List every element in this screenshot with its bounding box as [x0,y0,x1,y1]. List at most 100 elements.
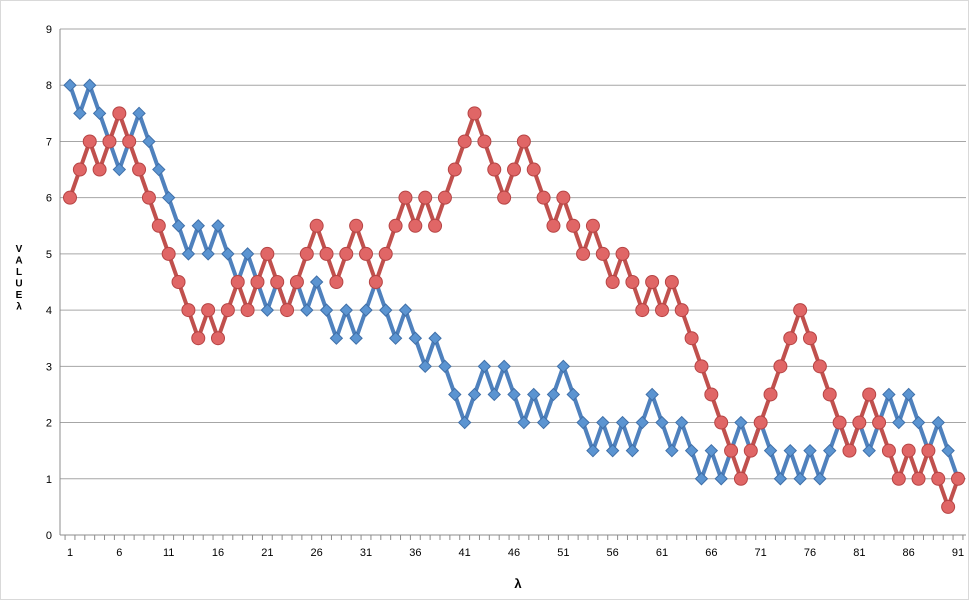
y-title-letter: V [16,244,23,255]
data-point [122,134,137,149]
data-point [675,415,689,430]
data-point [684,443,699,458]
data-point [517,415,531,430]
data-point [497,359,511,374]
data-point [655,303,669,318]
data-point [438,359,452,374]
data-point [635,303,650,318]
data-point [220,303,235,318]
data-point [448,387,462,402]
x-tick-label: 41 [459,547,471,559]
data-point [161,246,176,261]
data-point [359,303,373,317]
data-point [911,471,926,486]
data-point [408,218,423,233]
y-tick-labels: 0 1 2 3 4 5 6 7 8 9 [46,24,52,542]
data-point [230,275,245,289]
x-tick-label: 71 [755,547,767,559]
data-point [881,443,896,458]
data-point [823,443,837,458]
x-tick-label: 21 [261,547,273,559]
data-point [813,472,827,486]
data-point [665,443,679,458]
data-point [63,190,77,205]
data-point [832,415,847,430]
data-point [299,246,314,261]
data-point [112,162,127,177]
data-point [368,275,383,289]
data-point [240,247,255,261]
x-tick-label: 66 [705,547,717,559]
data-point [546,218,561,233]
x-tick-labels: 1 6 11 16 21 26 31 36 41 46 51 56 61 66 71 76 81 86 91 [67,547,964,559]
data-point [112,106,127,121]
x-tick-label: 1 [67,547,73,559]
data-point [585,218,600,233]
data-point [309,218,324,233]
data-point [171,275,186,289]
data-point [388,218,403,233]
x-tick-label: 61 [656,547,668,559]
series-line [68,83,960,481]
data-point [437,190,452,205]
data-point [862,443,876,458]
data-point [428,218,443,233]
data-point [714,472,728,486]
data-point [191,331,206,346]
data-point [280,303,295,318]
data-point [250,275,265,289]
data-point [536,190,551,205]
y-title-letter: L [16,267,22,278]
data-point [477,134,492,149]
data-point [467,106,482,121]
data-point [852,415,867,430]
data-point [793,303,808,318]
data-point [152,162,166,177]
data-point [379,303,393,317]
y-tick-label: 4 [46,305,52,317]
data-point [842,443,857,458]
data-point [270,275,285,289]
data-point [201,303,216,318]
data-point [221,247,235,261]
data-point [359,246,373,261]
data-point [822,387,837,402]
data-point [63,78,77,92]
series-2 [63,106,965,514]
x-tick-label: 26 [311,547,323,559]
data-point [339,246,354,261]
data-point [132,106,146,121]
y-tick-label: 9 [46,24,52,36]
x-tick-label: 16 [212,547,224,559]
data-point [882,387,896,402]
data-point [901,387,916,402]
data-point [457,134,472,149]
data-point [497,190,512,205]
data-point [763,387,778,402]
y-tick-label: 7 [46,136,52,148]
data-point [349,218,364,233]
data-point [694,359,709,374]
x-tick-label: 81 [853,547,865,559]
data-point [566,218,581,233]
data-point [941,499,956,514]
data-point [191,219,205,233]
data-point [724,443,739,458]
data-point [92,162,107,177]
data-point [211,331,225,346]
data-point [477,359,492,374]
data-point [595,246,610,261]
y-tick-label: 3 [46,361,52,373]
data-point [398,303,413,317]
y-tick-label: 8 [46,80,52,92]
x-tick-label: 86 [903,547,915,559]
data-point [300,303,314,317]
data-point [546,387,561,402]
data-point [941,443,955,458]
axes [59,29,966,540]
data-point [151,218,166,233]
data-point [645,275,660,289]
data-point [536,415,551,430]
data-point [83,78,97,92]
